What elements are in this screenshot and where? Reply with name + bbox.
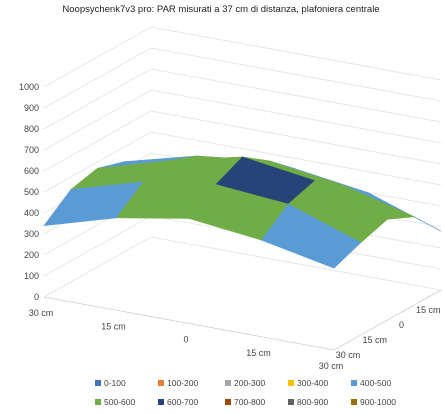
gridline bbox=[43, 131, 442, 193]
front-axis-tick-label: 15 cm bbox=[101, 321, 126, 331]
legend-swatch bbox=[158, 399, 164, 405]
legend-swatch bbox=[288, 399, 294, 405]
floor-edge bbox=[333, 289, 442, 351]
z-tick-label: 0 bbox=[34, 292, 39, 302]
legend-swatch bbox=[158, 380, 164, 386]
front-axis-tick-label: 30 cm bbox=[319, 361, 344, 371]
legend: 0-100 100-200 200-300 300-400 400-500 500-600… bbox=[95, 378, 396, 407]
legend-label: 900-1000 bbox=[360, 397, 396, 407]
legend-label: 200-300 bbox=[234, 378, 265, 388]
gridline bbox=[43, 89, 442, 151]
side-axis-tick-label: 30 cm bbox=[336, 350, 361, 360]
gridline bbox=[43, 26, 442, 88]
legend-swatch bbox=[351, 399, 357, 405]
legend-swatch bbox=[225, 380, 231, 386]
legend-swatch bbox=[225, 399, 231, 405]
z-tick-label: 500 bbox=[24, 187, 39, 197]
front-axis-tick-label: 30 cm bbox=[29, 308, 54, 318]
z-tick-label: 900 bbox=[24, 103, 39, 113]
grid-layer bbox=[43, 26, 442, 351]
legend-label: 500-600 bbox=[104, 397, 135, 407]
gridline bbox=[43, 110, 442, 172]
front-axis-tick-label: 15 cm bbox=[246, 348, 271, 358]
chart-title: Noopsychenk7v3 pro: PAR misurati a 37 cm… bbox=[62, 4, 379, 15]
side-axis-tick-label: 15 cm bbox=[416, 305, 441, 315]
surface-patch bbox=[261, 203, 362, 269]
gridline bbox=[43, 236, 442, 298]
z-tick-label: 700 bbox=[24, 145, 39, 155]
legend-label: 700-800 bbox=[234, 397, 265, 407]
z-tick-label: 800 bbox=[24, 124, 39, 134]
floor-edge bbox=[43, 296, 335, 351]
front-axis-tick-label: 0 bbox=[183, 335, 188, 345]
z-tick-label: 200 bbox=[24, 250, 39, 260]
legend-label: 600-700 bbox=[167, 397, 198, 407]
z-tick-label: 100 bbox=[24, 271, 39, 281]
legend-label: 400-500 bbox=[360, 378, 391, 388]
side-axis-tick-label: 15 cm bbox=[362, 335, 387, 345]
z-tick-label: 300 bbox=[24, 229, 39, 239]
surface-layer bbox=[43, 155, 442, 269]
gridline bbox=[43, 68, 442, 130]
legend-label: 100-200 bbox=[167, 378, 198, 388]
z-tick-label: 600 bbox=[24, 166, 39, 176]
legend-swatch bbox=[95, 399, 101, 405]
z-tick-label: 400 bbox=[24, 208, 39, 218]
side-axis-tick-label: 0 bbox=[399, 320, 404, 330]
legend-swatch bbox=[95, 380, 101, 386]
legend-label: 0-100 bbox=[104, 378, 126, 388]
legend-swatch bbox=[288, 380, 294, 386]
gridline bbox=[43, 47, 442, 109]
z-tick-label: 1000 bbox=[19, 82, 39, 92]
legend-label: 300-400 bbox=[297, 378, 328, 388]
legend-swatch bbox=[351, 380, 357, 386]
legend-label: 800-900 bbox=[297, 397, 328, 407]
